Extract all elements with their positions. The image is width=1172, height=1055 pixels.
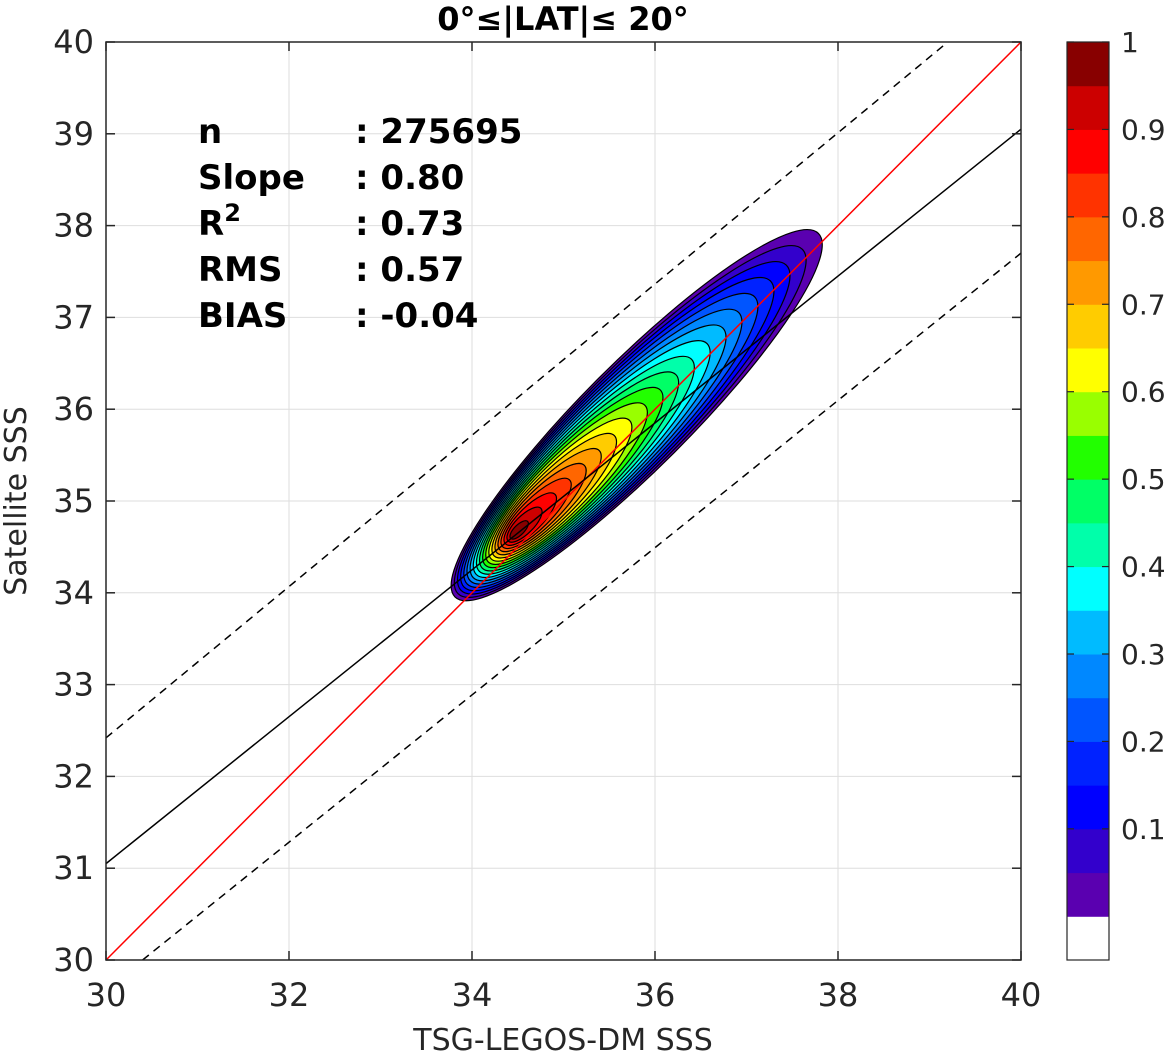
colorbar-level <box>1067 435 1109 480</box>
y-tick-label: 35 <box>53 482 94 520</box>
x-axis-label: TSG-LEGOS-DM SSS <box>412 1023 713 1055</box>
colorbar-tick-label: 0.4 <box>1121 551 1166 584</box>
x-tick-label: 36 <box>635 976 676 1014</box>
colorbar-level <box>1067 42 1109 87</box>
colorbar: 0.1 0.2 0.3 0.4 0.5 0.6 0.7 0.8 0.9 1 <box>1066 26 1166 961</box>
colorbar-level <box>1067 654 1109 699</box>
colorbar-tick-label: 0.1 <box>1121 813 1166 846</box>
y-tick-label: 36 <box>53 390 94 428</box>
colorbar-level <box>1067 479 1109 524</box>
stat-label: n <box>198 112 222 152</box>
y-tick-label: 38 <box>53 207 94 245</box>
y-tick-label: 40 <box>53 23 94 61</box>
stat-label: Slope <box>198 158 305 198</box>
colorbar-level <box>1067 85 1109 130</box>
colorbar-level <box>1067 522 1109 568</box>
chart-title: 0°≤|LAT|≤ 20° <box>437 0 688 39</box>
y-tick-label: 31 <box>53 849 94 887</box>
colorbar-tick-label: 0.7 <box>1121 288 1166 321</box>
colorbar-level <box>1067 216 1109 262</box>
colorbar-level <box>1067 785 1109 830</box>
colorbar-tick-label: 1 <box>1121 26 1139 59</box>
colorbar-level <box>1067 697 1109 742</box>
colorbar-level <box>1067 828 1109 874</box>
colorbar-level <box>1067 260 1109 305</box>
stat-label: RMS <box>198 250 283 290</box>
x-tick-label: 34 <box>452 976 493 1014</box>
stat-label: BIAS <box>198 296 287 336</box>
stat-value: : 0.73 <box>355 204 464 244</box>
upper-bound-line <box>106 42 949 739</box>
colorbar-tick-label: 0.2 <box>1121 725 1166 758</box>
stat-value: : 0.57 <box>355 250 464 290</box>
colorbar-tick-label: 0.8 <box>1121 201 1166 234</box>
colorbar-level <box>1067 916 1109 961</box>
y-tick-label: 32 <box>53 757 94 795</box>
stat-value: : -0.04 <box>355 296 478 336</box>
colorbar-level <box>1067 129 1109 174</box>
axis-ticks: 30 32 34 36 38 40 30 31 32 33 34 35 36 37 38 39 40 <box>53 23 1041 1014</box>
stat-value: : 0.80 <box>355 158 464 198</box>
colorbar-level <box>1067 741 1109 786</box>
x-tick-label: 40 <box>1001 976 1042 1014</box>
y-tick-label: 37 <box>53 298 94 336</box>
colorbar-tick-label: 0.6 <box>1121 376 1166 409</box>
stats-box: n : 275695 Slope : 0.80 R2 : 0.73 RMS : 0.57 BIA… <box>198 112 522 336</box>
colorbar-level <box>1067 872 1109 917</box>
regression-line <box>106 128 1021 865</box>
x-tick-label: 38 <box>818 976 859 1014</box>
y-tick-label: 33 <box>53 666 94 704</box>
y-tick-label: 39 <box>53 115 94 153</box>
colorbar-tick-label: 0.9 <box>1121 113 1166 146</box>
reference-lines <box>106 42 1021 960</box>
y-axis-label: Satellite SSS <box>0 406 34 596</box>
lower-bound-line <box>142 252 1021 960</box>
colorbar-level <box>1067 304 1109 349</box>
colorbar-tick-label: 0.3 <box>1121 638 1166 671</box>
stat-value: : 275695 <box>355 112 522 152</box>
colorbar-level <box>1067 173 1109 218</box>
stat-label: R2 <box>198 199 241 244</box>
x-tick-label: 30 <box>86 976 127 1014</box>
y-tick-label: 30 <box>53 941 94 979</box>
colorbar-frame <box>1066 41 1110 961</box>
density-contours <box>450 229 823 602</box>
colorbar-tick-label: 0.5 <box>1121 463 1166 496</box>
colorbar-level <box>1067 566 1109 611</box>
x-tick-label: 32 <box>269 976 310 1014</box>
colorbar-level <box>1067 391 1109 436</box>
colorbar-level <box>1067 348 1109 393</box>
colorbar-level <box>1067 610 1109 655</box>
one-to-one-line <box>106 42 1021 960</box>
y-tick-label: 34 <box>53 574 94 612</box>
